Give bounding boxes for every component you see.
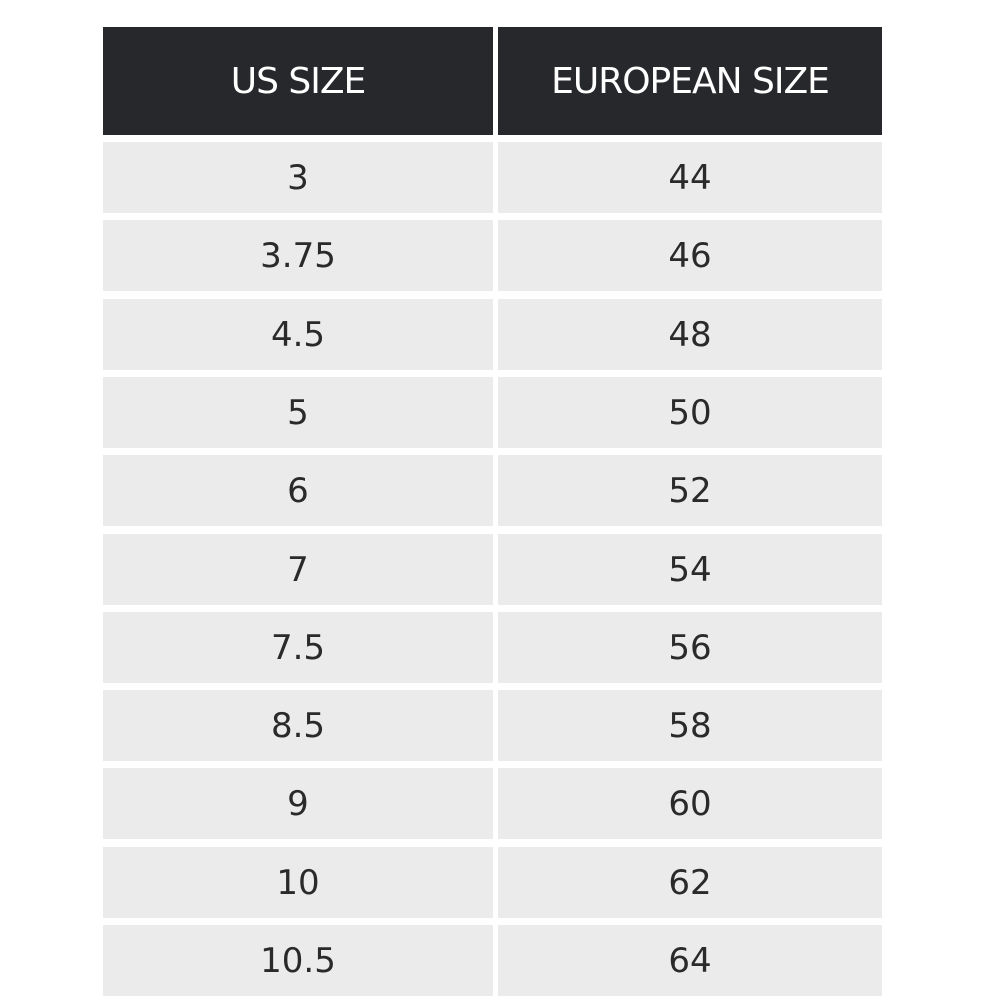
table-cell: 3 (103, 142, 493, 213)
table-cell: 10.5 (103, 925, 493, 996)
table-cell: 62 (498, 847, 882, 918)
table-cell: 6 (103, 455, 493, 526)
table-cell: 52 (498, 455, 882, 526)
table-cell: 46 (498, 220, 882, 291)
table-cell: 56 (498, 612, 882, 683)
header-cell: US SIZE (103, 27, 493, 135)
table-cell: 3.75 (103, 220, 493, 291)
table-cell: 7 (103, 534, 493, 605)
table-cell: 8.5 (103, 690, 493, 761)
table-cell: 60 (498, 768, 882, 839)
table-cell: 58 (498, 690, 882, 761)
table-cell: 5 (103, 377, 493, 448)
table-cell: 10 (103, 847, 493, 918)
table-cell: 4.5 (103, 299, 493, 370)
table-cell: 54 (498, 534, 882, 605)
table-cell: 64 (498, 925, 882, 996)
table-cell: 50 (498, 377, 882, 448)
table-cell: 7.5 (103, 612, 493, 683)
header-cell: EUROPEAN SIZE (498, 27, 882, 135)
table-cell: 48 (498, 299, 882, 370)
table-cell: 9 (103, 768, 493, 839)
table-cell: 44 (498, 142, 882, 213)
